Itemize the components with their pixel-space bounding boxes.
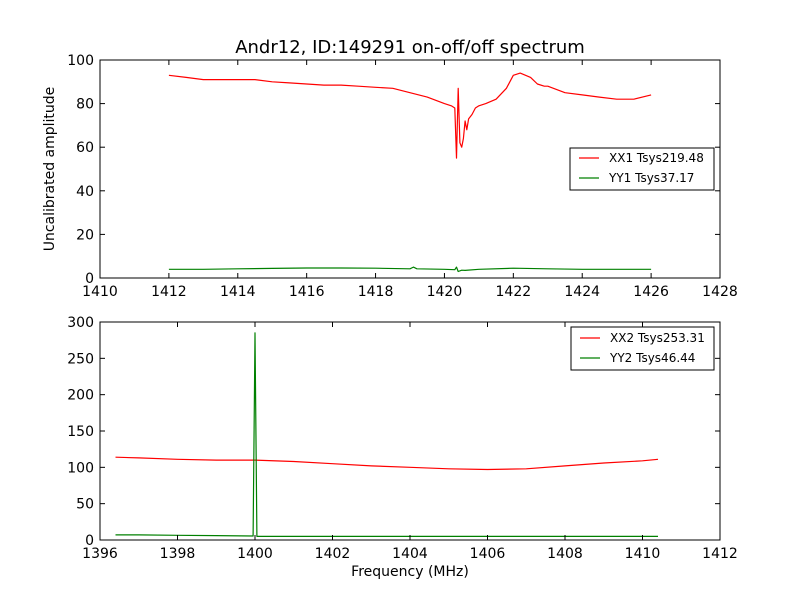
x-tick-label: 1424 (564, 284, 600, 300)
x-tick-label: 1414 (220, 284, 256, 300)
x-tick-label: 1410 (82, 284, 118, 300)
y-tick-label: 300 (67, 315, 94, 331)
y-tick-label: 50 (76, 497, 94, 513)
x-tick-label: 1412 (151, 284, 187, 300)
x-tick-label: 1404 (392, 546, 428, 562)
y-tick-label: 60 (76, 140, 94, 156)
x-tick-label: 1402 (315, 546, 351, 562)
x-tick-label: 1422 (496, 284, 532, 300)
legend-label-yy2: YY2 Tsys46.44 (609, 351, 695, 365)
top-plot: Andr12, ID:149291 on-off/off spectrum Un… (42, 37, 738, 300)
y-tick-label: 100 (67, 53, 94, 69)
x-tick-label: 1412 (702, 546, 738, 562)
bottom-legend: XX2 Tsys253.31 YY2 Tsys46.44 (570, 326, 715, 371)
x-tick-label: 1420 (427, 284, 463, 300)
x-tick-label: 1418 (358, 284, 394, 300)
y-tick-label: 100 (67, 460, 94, 476)
x-tick-label: 1426 (633, 284, 669, 300)
bottom-plot: Frequency (MHz) 1396 1398 1400 1402 1404 1406… (67, 315, 738, 580)
bottom-axis-ticks: 1396 1398 1400 1402 1404 1406 1408 1410 1412 0 50 1… (67, 315, 738, 562)
chart-title: Andr12, ID:149291 on-off/off spectrum (235, 37, 585, 58)
y-tick-label: 0 (85, 271, 94, 287)
x-tick-label: 1428 (702, 284, 738, 300)
legend-label-xx2: XX2 Tsys253.31 (610, 331, 705, 345)
bottom-legend-box (570, 326, 715, 371)
bottom-plot-area (115, 332, 659, 538)
series-line-xx1 (168, 72, 652, 159)
top-plot-area (168, 72, 652, 273)
top-axis-ticks: 1410 1412 1414 1416 1418 1420 1422 1424 1426 1428… (67, 53, 738, 300)
x-tick-label: 1410 (625, 546, 661, 562)
x-tick-label: 1400 (237, 546, 273, 562)
y-tick-label: 80 (76, 97, 94, 113)
x-tick-label: 1406 (470, 546, 506, 562)
y-tick-label: 200 (67, 388, 94, 404)
y-tick-label: 150 (67, 424, 94, 440)
legend-label-xx1: XX1 Tsys219.48 (609, 151, 704, 165)
y-tick-label: 250 (67, 351, 94, 367)
x-tick-label: 1408 (547, 546, 583, 562)
x-tick-label: 1416 (289, 284, 325, 300)
bottom-x-axis-label: Frequency (MHz) (351, 564, 469, 580)
series-line-yy2 (115, 332, 658, 538)
y-tick-label: 0 (85, 533, 94, 549)
series-line-yy1 (168, 266, 652, 273)
x-tick-label: 1396 (82, 546, 118, 562)
legend-label-yy1: YY1 Tsys37.17 (608, 171, 694, 185)
top-legend-box (569, 147, 715, 191)
y-tick-label: 40 (76, 184, 94, 200)
series-line-xx2 (115, 456, 659, 471)
x-tick-label: 1398 (160, 546, 196, 562)
top-legend: XX1 Tsys219.48 YY1 Tsys37.17 (569, 147, 715, 191)
top-plot-frame (99, 59, 721, 279)
y-tick-label: 20 (76, 227, 94, 243)
top-y-axis-label: Uncalibrated amplitude (42, 87, 58, 252)
